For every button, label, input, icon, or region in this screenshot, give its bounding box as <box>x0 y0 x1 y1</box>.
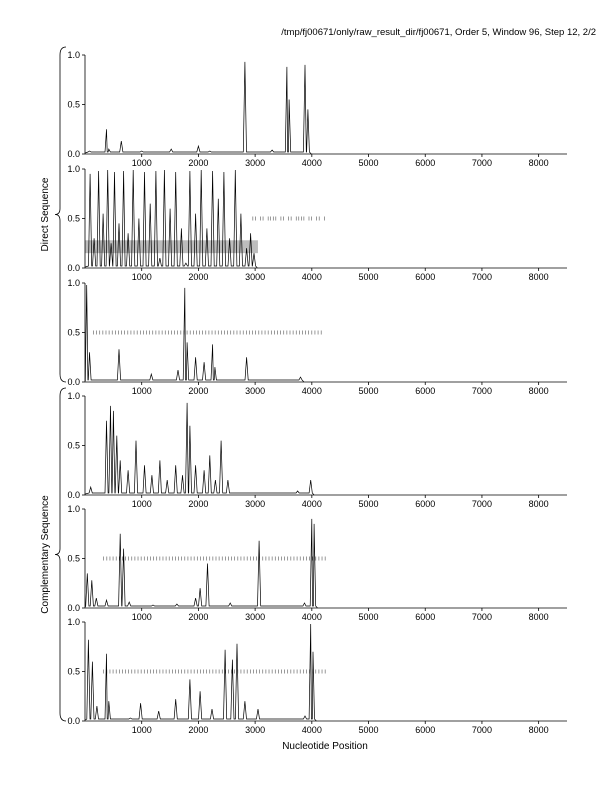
panel-direct-frame-3: 0.0 0.5 1.0 1000 2000 3000 4000 5000 6000 7000 800… <box>67 278 567 396</box>
x-tick-label: 1000 <box>132 725 152 735</box>
y-tick-label: 0.0 <box>67 263 80 273</box>
x-tick-label: 8000 <box>529 499 549 509</box>
x-tick-label: 3000 <box>245 158 265 168</box>
x-tick-label: 8000 <box>529 158 549 168</box>
x-tick-label: 6000 <box>415 612 435 622</box>
group-direct: Direct Sequence <box>40 46 67 383</box>
panel-complementary-frame-3: 0.0 0.5 1.0 1000 2000 3000 4000 5000 6000 7000 800… <box>67 617 567 735</box>
x-tick-label: 7000 <box>472 725 492 735</box>
shaded-region <box>85 240 258 254</box>
y-tick-label: 0.5 <box>67 100 80 110</box>
y-tick-label: 0.0 <box>67 716 80 726</box>
series-line <box>84 518 318 609</box>
y-tick-label: 1.0 <box>67 164 80 174</box>
x-tick-label: 5000 <box>359 386 379 396</box>
x-tick-label: 7000 <box>472 612 492 622</box>
series-line <box>85 402 315 496</box>
y-tick-label: 1.0 <box>67 278 80 288</box>
y-tick-label: 1.0 <box>67 391 80 401</box>
x-tick-label: 6000 <box>415 499 435 509</box>
x-tick-label: 4000 <box>302 386 322 396</box>
x-tick-label: 3000 <box>245 612 265 622</box>
y-tick-label: 0.5 <box>67 214 80 224</box>
x-tick-label: 3000 <box>245 272 265 282</box>
x-tick-label: 7000 <box>472 272 492 282</box>
x-tick-label: 1000 <box>132 386 152 396</box>
panel-direct-frame-2: 0.0 0.5 1.0 1000 2000 3000 4000 5000 6000 7000 800… <box>67 164 567 282</box>
x-tick-label: 1000 <box>132 158 152 168</box>
group-brace <box>54 387 67 722</box>
x-tick-label: 5000 <box>359 158 379 168</box>
x-tick-label: 5000 <box>359 612 379 622</box>
series-line <box>84 284 305 383</box>
group-complementary: Complementary Sequence <box>40 387 67 722</box>
x-tick-label: 6000 <box>415 158 435 168</box>
y-tick-label: 0.0 <box>67 149 80 159</box>
y-tick-label: 1.0 <box>67 617 80 627</box>
x-tick-label: 8000 <box>529 725 549 735</box>
x-tick-label: 8000 <box>529 272 549 282</box>
y-tick-label: 0.5 <box>67 667 80 677</box>
y-tick-label: 0.5 <box>67 441 80 451</box>
panel-complementary-frame-1: 0.0 0.5 1.0 1000 2000 3000 4000 5000 6000 7000 800… <box>67 391 567 509</box>
header-title: /tmp/fj00671/only/raw_result_dir/fj00671… <box>281 27 596 38</box>
group-brace <box>54 46 67 383</box>
series-line <box>85 169 258 269</box>
x-tick-label: 2000 <box>188 272 208 282</box>
y-tick-label: 0.5 <box>67 328 80 338</box>
x-tick-label: 2000 <box>188 158 208 168</box>
group-label: Complementary Sequence <box>40 495 51 614</box>
x-tick-label: 1000 <box>132 499 152 509</box>
x-tick-label: 4000 <box>302 158 322 168</box>
x-tick-label: 4000 <box>302 499 322 509</box>
x-tick-label: 1000 <box>132 612 152 622</box>
x-tick-label: 8000 <box>529 386 549 396</box>
x-tick-label: 6000 <box>415 386 435 396</box>
series-line <box>85 61 312 155</box>
group-label: Direct Sequence <box>40 177 51 251</box>
panel-complementary-frame-2: 0.0 0.5 1.0 1000 2000 3000 4000 5000 6000 7000 800… <box>67 504 567 622</box>
x-tick-label: 7000 <box>472 499 492 509</box>
x-tick-label: 2000 <box>188 499 208 509</box>
x-tick-label: 2000 <box>188 725 208 735</box>
x-tick-label: 8000 <box>529 612 549 622</box>
y-tick-label: 0.0 <box>67 490 80 500</box>
y-tick-label: 0.0 <box>67 377 80 387</box>
x-tick-label: 4000 <box>302 612 322 622</box>
x-tick-label: 1000 <box>132 272 152 282</box>
x-tick-label: 4000 <box>302 725 322 735</box>
x-tick-label: 3000 <box>245 386 265 396</box>
x-tick-label: 5000 <box>359 272 379 282</box>
panel-direct-frame-1: 0.0 0.5 1.0 1000 2000 3000 4000 5000 6000 7000 800… <box>67 50 567 168</box>
x-tick-label: 3000 <box>245 725 265 735</box>
y-tick-label: 1.0 <box>67 50 80 60</box>
x-tick-label: 7000 <box>472 386 492 396</box>
x-tick-label: 5000 <box>359 725 379 735</box>
x-tick-label: 2000 <box>188 386 208 396</box>
x-tick-label: 5000 <box>359 499 379 509</box>
x-tick-label: 3000 <box>245 499 265 509</box>
x-tick-label: 6000 <box>415 725 435 735</box>
series-line <box>85 623 317 722</box>
x-tick-label: 6000 <box>415 272 435 282</box>
y-tick-label: 1.0 <box>67 504 80 514</box>
x-axis-label: Nucleotide Position <box>282 741 368 752</box>
x-tick-label: 7000 <box>472 158 492 168</box>
y-tick-label: 0.5 <box>67 554 80 564</box>
x-tick-label: 4000 <box>302 272 322 282</box>
x-tick-label: 2000 <box>188 612 208 622</box>
y-tick-label: 0.0 <box>67 603 80 613</box>
